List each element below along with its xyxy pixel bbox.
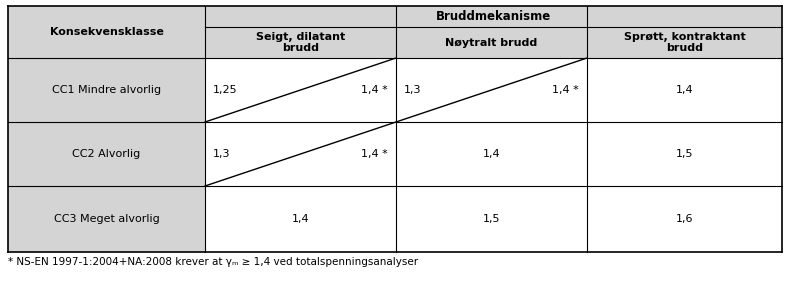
Text: 1,4 *: 1,4 *: [361, 85, 388, 95]
Bar: [205, 122, 782, 186]
Text: Sprøtt, kontraktant
brudd: Sprøtt, kontraktant brudd: [623, 32, 746, 53]
Text: 1,4: 1,4: [675, 85, 694, 95]
Bar: [8, 122, 205, 186]
Text: 1,5: 1,5: [675, 149, 694, 159]
Bar: [205, 186, 782, 252]
Text: CC2 Alvorlig: CC2 Alvorlig: [73, 149, 141, 159]
Bar: [205, 58, 782, 122]
Text: * NS-EN 1997-1:2004+NA:2008 krever at γₘ ≥ 1,4 ved totalspenningsanalyser: * NS-EN 1997-1:2004+NA:2008 krever at γₘ…: [8, 257, 418, 267]
Text: 1,3: 1,3: [213, 149, 231, 159]
Text: 1,6: 1,6: [675, 214, 694, 224]
Bar: [8, 6, 782, 58]
Text: Nøytralt brudd: Nøytralt brudd: [446, 37, 538, 47]
Text: Seigt, dilatant
brudd: Seigt, dilatant brudd: [256, 32, 345, 53]
Text: Konsekvensklasse: Konsekvensklasse: [50, 27, 164, 37]
Text: 1,4 *: 1,4 *: [552, 85, 579, 95]
Text: 1,3: 1,3: [404, 85, 422, 95]
Text: 1,4: 1,4: [292, 214, 310, 224]
Text: 1,5: 1,5: [483, 214, 500, 224]
Text: 1,25: 1,25: [213, 85, 238, 95]
Text: Bruddmekanisme: Bruddmekanisme: [436, 10, 551, 23]
Bar: [8, 58, 205, 122]
Bar: [8, 186, 205, 252]
Text: 1,4 *: 1,4 *: [361, 149, 388, 159]
Text: CC1 Mindre alvorlig: CC1 Mindre alvorlig: [52, 85, 161, 95]
Text: CC3 Meget alvorlig: CC3 Meget alvorlig: [54, 214, 160, 224]
Text: 1,4: 1,4: [483, 149, 500, 159]
